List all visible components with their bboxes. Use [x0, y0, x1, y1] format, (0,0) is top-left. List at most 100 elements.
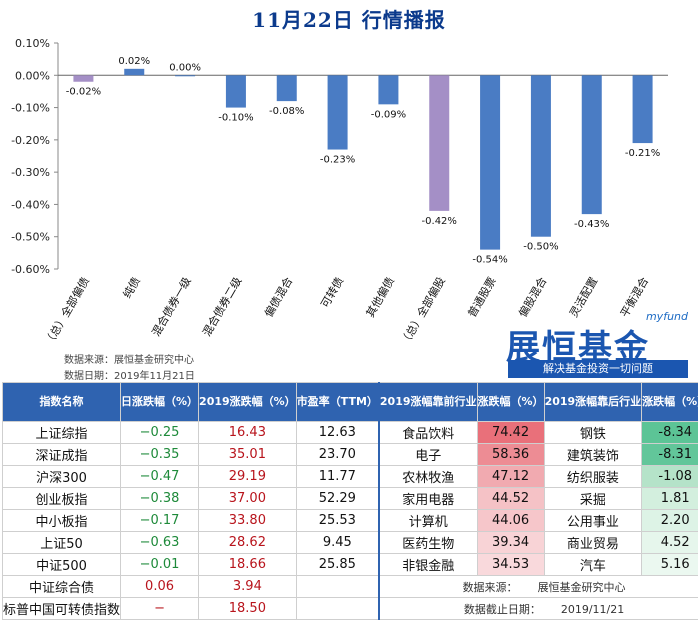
bottom-industry-cell: 建筑装饰: [543, 443, 643, 466]
table-row: 中证500 −0.01 18.66 25.85 非银金融 34.53 汽车 5.16: [1, 553, 698, 576]
pe-cell: 12.63: [295, 421, 380, 444]
bottom-change-cell: 4.52: [641, 531, 698, 554]
data-label: -0.23%: [320, 155, 355, 166]
ytd-change-cell: 35.01: [198, 443, 297, 466]
bar: [632, 75, 653, 144]
y-tick-label: -0.10%: [11, 102, 50, 115]
ytd-change-cell: 18.50: [198, 597, 297, 620]
bar: [327, 75, 348, 150]
data-label: 0.02%: [118, 56, 150, 67]
y-tick-label: -0.20%: [11, 134, 50, 147]
bar: [378, 75, 399, 105]
y-tick-label: -0.40%: [11, 198, 50, 211]
index-name-cell: 上证50: [1, 531, 122, 554]
top-change-cell: 44.52: [476, 487, 545, 510]
bar: [73, 75, 94, 82]
table-row: 上证50 −0.63 28.62 9.45 医药生物 39.34 商业贸易 4.52: [1, 531, 698, 554]
day-change-cell: −0.25: [120, 421, 200, 444]
footnote-label: 数据来源：: [462, 580, 518, 594]
col-header-ytd-change: 2019涨跌幅（%）: [198, 382, 297, 422]
y-tick-label: -0.30%: [11, 166, 50, 179]
bar: [530, 75, 551, 237]
bar: [124, 68, 145, 76]
top-change-cell: 39.34: [476, 531, 545, 554]
pe-cell: [295, 575, 380, 598]
data-label: -0.02%: [66, 87, 101, 98]
bottom-change-cell: 1.81: [641, 487, 698, 510]
index-name-cell: 深证成指: [1, 443, 122, 466]
table-footnote-date: 数据截止日期： 2019/11/21: [377, 597, 698, 620]
top-industry-cell: 家用电器: [377, 487, 478, 510]
ytd-change-cell: 3.94: [198, 575, 297, 598]
col-header-bottom-industry: 2019涨幅靠后行业: [543, 382, 643, 422]
day-change-cell: −0.35: [120, 443, 200, 466]
bottom-industry-cell: 商业贸易: [543, 531, 643, 554]
bar: [175, 75, 196, 77]
index-name-cell: 创业板指: [1, 487, 122, 510]
pe-cell: 25.85: [295, 553, 380, 576]
top-industry-cell: 电子: [377, 443, 478, 466]
day-change-cell: −0.17: [120, 509, 200, 532]
day-change-cell: 0.06: [120, 575, 200, 598]
ytd-change-cell: 28.62: [198, 531, 297, 554]
page-title: 11月22日 行情播报: [252, 8, 446, 32]
bar: [276, 75, 297, 102]
table-row: 沪深300 −0.47 29.19 11.77 农林牧渔 47.12 纺织服装 -1.08: [1, 465, 698, 488]
x-tick-label: 其他偏债: [363, 275, 397, 320]
bottom-industry-cell: 钢铁: [543, 421, 643, 444]
day-change-cell: −: [120, 597, 200, 620]
top-industry-cell: 非银金融: [377, 553, 478, 576]
col-header-pe: 市盈率（TTM）: [295, 382, 380, 422]
top-industry-cell: 计算机: [377, 509, 478, 532]
ytd-change-cell: 29.19: [198, 465, 297, 488]
table-row: 创业板指 −0.38 37.00 52.29 家用电器 44.52 采掘 1.81: [1, 487, 698, 510]
x-tick-label: 混合债券二级: [199, 275, 244, 339]
logo-english: myfund: [645, 310, 688, 323]
x-tick-label: 纯债: [120, 275, 143, 301]
x-tick-label: 混合债券一级: [149, 275, 194, 339]
pe-cell: 25.53: [295, 509, 380, 532]
index-name-cell: 中证500: [1, 553, 122, 576]
index-name-cell: 中小板指: [1, 509, 122, 532]
col-header-bottom-change: 涨跌幅（%）: [641, 382, 698, 422]
top-change-cell: 58.36: [476, 443, 545, 466]
x-tick-label: （总）全部偏债: [41, 275, 92, 349]
bar: [581, 75, 602, 215]
table-row: 中小板指 −0.17 33.80 25.53 计算机 44.06 公用事业 2.20: [1, 509, 698, 532]
chart-source: 数据来源：展恒基金研究中心: [64, 355, 194, 366]
bottom-industry-cell: 汽车: [543, 553, 643, 576]
market-table: 指数名称 日涨跌幅（%） 2019涨跌幅（%） 市盈率（TTM） 2019涨幅靠…: [1, 382, 698, 620]
bottom-change-cell: 5.16: [641, 553, 698, 576]
ytd-change-cell: 18.66: [198, 553, 297, 576]
y-tick-label: 0.10%: [15, 37, 50, 50]
data-label: -0.21%: [625, 148, 660, 159]
x-tick-label: 普通股票: [465, 275, 499, 320]
x-tick-label: 偏债混合: [261, 275, 295, 320]
bottom-change-cell: -8.34: [641, 421, 698, 444]
pe-cell: 23.70: [295, 443, 380, 466]
col-header-top-change: 涨跌幅（%）: [476, 382, 545, 422]
top-industry-cell: 医药生物: [377, 531, 478, 554]
day-change-cell: −0.63: [120, 531, 200, 554]
top-change-cell: 47.12: [476, 465, 545, 488]
col-header-index-name: 指数名称: [1, 382, 122, 422]
bottom-industry-cell: 公用事业: [543, 509, 643, 532]
top-industry-cell: 食品饮料: [377, 421, 478, 444]
bar: [480, 75, 501, 250]
day-change-cell: −0.47: [120, 465, 200, 488]
pe-cell: 9.45: [295, 531, 380, 554]
index-name-cell: 沪深300: [1, 465, 122, 488]
index-name-cell: 标普中国可转债指数: [1, 597, 122, 620]
x-tick-label: 可转债: [318, 275, 347, 311]
x-tick-label: （总）全部偏股: [397, 275, 448, 349]
top-industry-cell: 农林牧渔: [377, 465, 478, 488]
chart-date: 数据日期：2019年11月21日: [64, 371, 195, 382]
data-label: -0.08%: [269, 106, 304, 117]
table-row: 深证成指 −0.35 35.01 23.70 电子 58.36 建筑装饰 -8.31: [1, 443, 698, 466]
table-footnote-source: 数据来源： 展恒基金研究中心: [377, 575, 698, 598]
col-header-day-change: 日涨跌幅（%）: [120, 382, 200, 422]
table-row: 中证综合债 0.06 3.94 数据来源： 展恒基金研究中心: [1, 575, 698, 598]
ytd-change-cell: 37.00: [198, 487, 297, 510]
bottom-change-cell: -8.31: [641, 443, 698, 466]
table-row: 上证综指 −0.25 16.43 12.63 食品饮料 74.42 钢铁 -8.34: [1, 421, 698, 444]
